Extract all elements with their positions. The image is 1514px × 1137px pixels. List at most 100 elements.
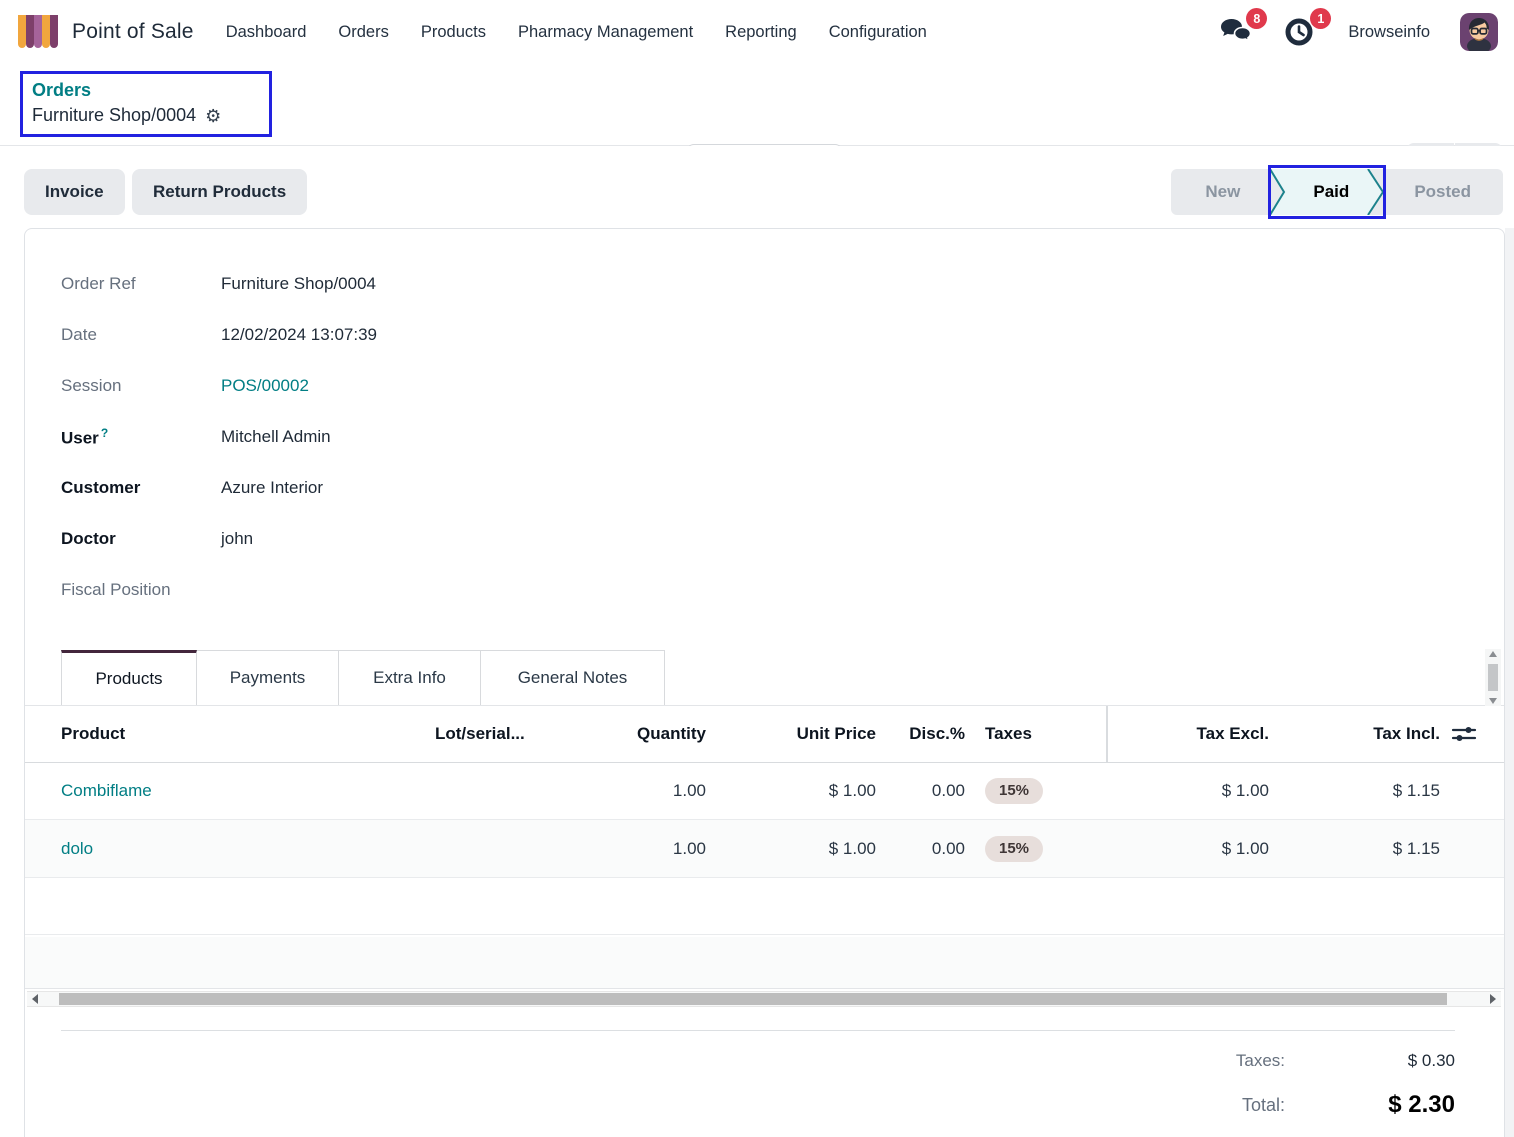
avatar-image: [1460, 13, 1498, 51]
tab-general-notes[interactable]: General Notes: [481, 650, 665, 705]
gear-icon[interactable]: ⚙: [205, 105, 222, 126]
field-date: Date 12/02/2024 13:07:39: [61, 320, 377, 350]
tax-tag: 15%: [985, 778, 1044, 804]
notebook-tabs: Products Payments Extra Info General Not…: [61, 650, 665, 705]
navbar-systray: 8 1 Browseinfo: [1220, 8, 1498, 51]
customer-value[interactable]: Azure Interior: [221, 478, 324, 497]
doctor-label: Doctor: [61, 529, 116, 548]
taxes-cell: 15%: [985, 763, 1044, 819]
order-totals: Taxes: $ 0.30 Total: $ 2.30: [61, 1030, 1455, 1119]
menu-item-pharmacy-management[interactable]: Pharmacy Management: [517, 22, 694, 41]
tax-incl-cell: $ 1.15: [1392, 838, 1440, 858]
breadcrumb-orders-link[interactable]: Orders: [32, 80, 92, 100]
fiscal-position-label: Fiscal Position: [61, 580, 171, 599]
horizontal-scrollbar-thumb[interactable]: [59, 993, 1447, 1005]
menu-item-reporting[interactable]: Reporting: [725, 22, 797, 41]
control-panel: Orders Furniture Shop/0004 ⚙ Pickings 1 …: [0, 64, 1514, 192]
column-header-product[interactable]: Product: [61, 724, 126, 743]
app-title: Point of Sale: [72, 20, 194, 43]
session-link[interactable]: POS/00002: [221, 376, 309, 395]
horizontal-scrollbar[interactable]: [27, 991, 1501, 1007]
tax-excl-cell: $ 1.00: [1221, 838, 1269, 858]
menu-item-orders[interactable]: Orders: [338, 22, 389, 41]
column-header-tax-incl[interactable]: Tax Incl.: [1373, 724, 1440, 743]
date-value: 12/02/2024 13:07:39: [221, 325, 377, 344]
column-header-tax-excl[interactable]: Tax Excl.: [1196, 724, 1269, 743]
menu-item-configuration[interactable]: Configuration: [828, 22, 927, 41]
column-header-quantity[interactable]: Quantity: [637, 724, 706, 743]
grand-total-value: $ 2.30: [1388, 1091, 1455, 1118]
tab-products[interactable]: Products: [61, 650, 197, 705]
menu-item-products[interactable]: Products: [420, 22, 486, 41]
column-header-unit-price[interactable]: Unit Price: [796, 724, 876, 743]
taxes-total-row: Taxes: $ 0.30: [61, 1051, 1455, 1071]
app-brand[interactable]: Point of Sale: [16, 12, 194, 52]
order-ref-label: Order Ref: [61, 274, 136, 293]
return-products-button[interactable]: Return Products: [132, 169, 308, 215]
discount-cell: 0.00: [931, 838, 965, 858]
scroll-down-arrow-icon[interactable]: [1489, 698, 1497, 704]
taxes-total-value: $ 0.30: [1407, 1051, 1455, 1070]
table-row[interactable]: dolo 1.00 $ 1.00 0.00 15% $ 1.00 $ 1.15: [25, 820, 1504, 878]
breadcrumb-current-record: Furniture Shop/0004: [32, 105, 197, 125]
invoice-button[interactable]: Invoice: [24, 169, 125, 215]
main-menu: Dashboard Orders Products Pharmacy Manag…: [226, 23, 927, 42]
avatar[interactable]: [1460, 13, 1498, 51]
doctor-value[interactable]: john: [221, 529, 254, 548]
column-header-lot-serial[interactable]: Lot/serial...: [435, 724, 525, 743]
user-value[interactable]: Mitchell Admin: [221, 427, 331, 446]
date-label: Date: [61, 325, 97, 344]
product-link[interactable]: dolo: [61, 838, 94, 858]
user-menu[interactable]: Browseinfo: [1348, 22, 1430, 41]
vertical-scrollbar-thumb[interactable]: [1488, 664, 1498, 691]
discount-cell: 0.00: [931, 781, 965, 800]
column-header-taxes[interactable]: Taxes: [985, 724, 1032, 743]
tab-extra-info[interactable]: Extra Info: [339, 650, 481, 705]
point-of-sale-logo-icon: [18, 15, 58, 48]
breadcrumb: Furniture Shop/0004 ⚙: [32, 104, 260, 127]
action-status-row: Invoice Return Products New Paid Posted: [0, 146, 1514, 228]
product-link[interactable]: Combiflame: [61, 781, 152, 800]
quantity-cell: 1.00: [672, 838, 706, 858]
paid-step-shape: [1269, 168, 1385, 216]
products-table-header: Product Lot/serial... Quantity Unit Pric…: [25, 705, 1504, 763]
tax-tag: 15%: [985, 835, 1044, 862]
table-empty-row: [25, 878, 1504, 935]
activities-button[interactable]: 1: [1284, 8, 1332, 47]
taxes-cell: 15%: [985, 820, 1044, 877]
statusbar: New Paid Posted: [1171, 165, 1503, 219]
page-scrollbar-gutter[interactable]: [1505, 228, 1514, 1137]
status-step-paid-label: Paid: [1313, 182, 1350, 201]
grand-total-row: Total: $ 2.30: [61, 1091, 1455, 1119]
activity-clock-icon: [1285, 18, 1313, 46]
scroll-right-arrow-icon[interactable]: [1490, 994, 1496, 1004]
column-header-discount[interactable]: Disc.%: [909, 724, 965, 743]
tab-payments[interactable]: Payments: [197, 650, 339, 705]
activities-count-badge: 1: [1310, 8, 1332, 29]
messages-count-badge: 8: [1246, 8, 1268, 29]
optional-columns-button[interactable]: [1451, 706, 1477, 762]
status-step-posted[interactable]: Posted: [1414, 182, 1471, 201]
user-label: User?: [61, 425, 109, 448]
breadcrumb-annotation-box: Orders Furniture Shop/0004 ⚙: [20, 71, 272, 137]
status-step-new[interactable]: New: [1205, 182, 1241, 201]
scroll-left-arrow-icon[interactable]: [32, 994, 38, 1004]
table-row[interactable]: Combiflame 1.00 $ 1.00 0.00 15% $ 1.00 $…: [25, 763, 1504, 820]
top-navbar: Point of Sale Dashboard Orders Products …: [0, 0, 1514, 64]
status-step-paid[interactable]: Paid: [1268, 165, 1387, 219]
help-icon: ?: [100, 425, 109, 440]
vertical-scrollbar[interactable]: [1485, 649, 1501, 706]
quantity-cell: 1.00: [672, 781, 706, 800]
menu-item-dashboard[interactable]: Dashboard: [225, 22, 307, 41]
scroll-up-arrow-icon[interactable]: [1489, 651, 1497, 657]
messages-icon: [1221, 19, 1252, 43]
field-doctor: Doctor john: [61, 524, 377, 554]
grand-total-label: Total:: [1241, 1094, 1285, 1115]
taxes-total-label: Taxes:: [1235, 1051, 1285, 1070]
messages-button[interactable]: 8: [1220, 8, 1268, 47]
order-form-sheet: Order Ref Furniture Shop/0004 Date 12/02…: [24, 228, 1505, 1137]
header-divider: [1106, 706, 1108, 762]
order-ref-value: Furniture Shop/0004: [221, 274, 376, 293]
session-label: Session: [61, 376, 122, 395]
